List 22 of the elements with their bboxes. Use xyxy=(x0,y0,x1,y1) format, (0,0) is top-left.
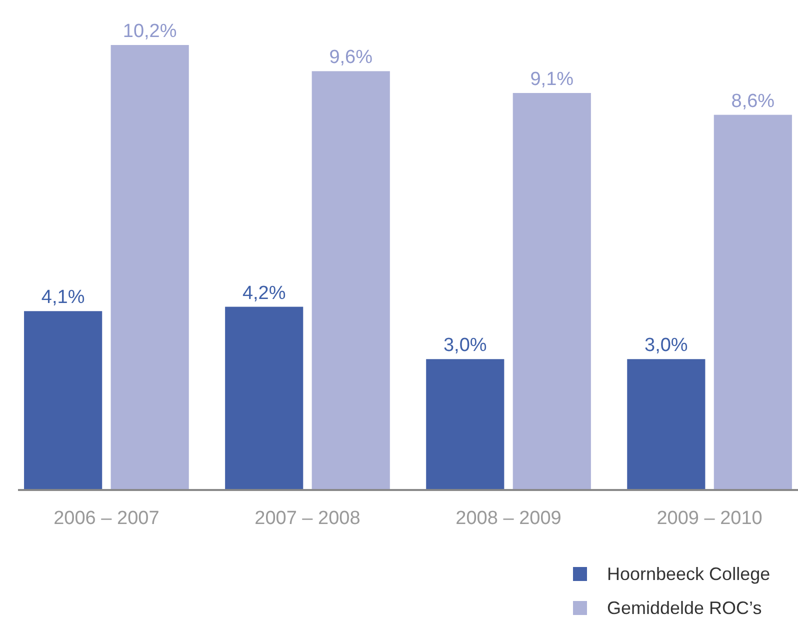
x-tick-label: 2009 – 2010 xyxy=(656,508,762,529)
data-label: 3,0% xyxy=(644,335,688,356)
bar xyxy=(426,359,504,490)
legend-label: Hoornbeeck College xyxy=(607,564,770,584)
bar xyxy=(110,45,189,490)
bar xyxy=(24,311,102,490)
x-tick-label: 2006 – 2007 xyxy=(54,508,160,529)
bar xyxy=(627,359,706,490)
data-label: 8,6% xyxy=(731,90,775,112)
data-label: 4,1% xyxy=(41,287,85,308)
bar xyxy=(714,114,792,490)
bar xyxy=(512,92,591,490)
data-label: 3,0% xyxy=(443,335,487,356)
x-tick-label: 2008 – 2009 xyxy=(456,508,562,529)
bar xyxy=(225,306,304,490)
data-label: 9,6% xyxy=(329,47,373,68)
data-label: 4,2% xyxy=(242,282,286,304)
data-label: 9,1% xyxy=(530,68,574,90)
bar xyxy=(312,71,390,490)
data-label: 10,2% xyxy=(122,21,177,42)
x-tick-label: 2007 – 2008 xyxy=(254,508,360,529)
legend-label: Gemiddelde ROC’s xyxy=(607,598,762,618)
